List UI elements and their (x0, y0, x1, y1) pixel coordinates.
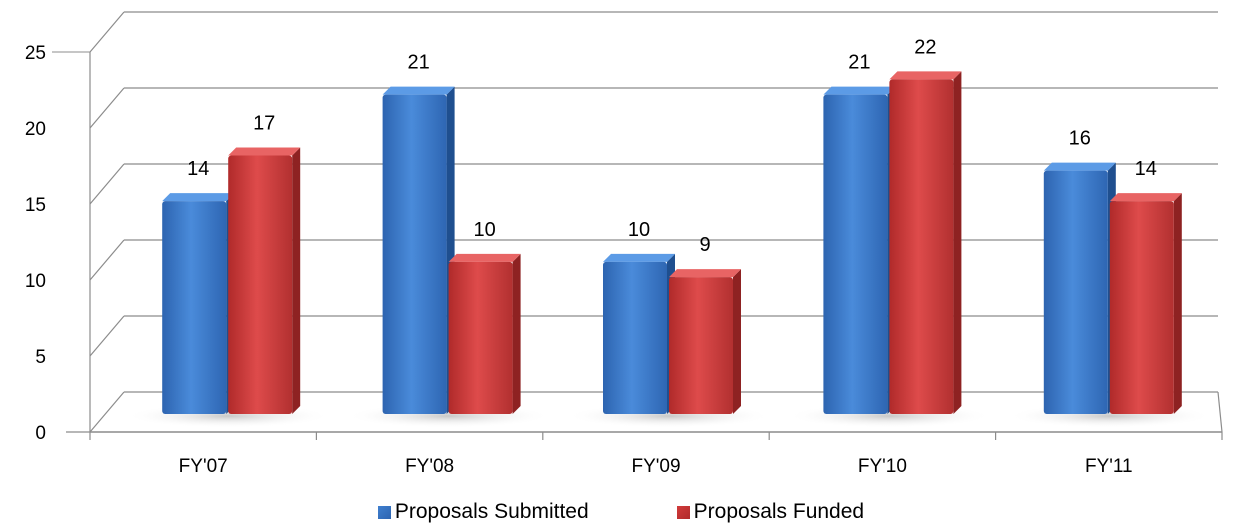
bar-side (953, 71, 962, 415)
legend-swatch-funded (676, 505, 690, 519)
legend: Proposals Submitted Proposals Funded (0, 500, 1242, 524)
bar-funded (889, 79, 954, 415)
x-tick-label: FY'07 (179, 456, 228, 477)
bar-side (512, 253, 521, 414)
data-label: 21 (848, 52, 870, 74)
bar-side (733, 269, 741, 414)
data-label: 14 (187, 158, 209, 180)
bar-submitted (823, 94, 888, 414)
gridline-side (89, 391, 125, 433)
bar-funded (448, 261, 513, 414)
bar-top (823, 86, 896, 95)
legend-label-submitted: Proposals Submitted (394, 500, 589, 523)
axes (52, 11, 1223, 440)
bar-top (382, 86, 455, 95)
gridline-side (89, 87, 125, 129)
y-tick-label: 0 (35, 423, 46, 444)
bar-side (1173, 193, 1182, 414)
bar-top (1043, 162, 1116, 171)
bar-submitted (603, 261, 667, 414)
gridline-side (89, 163, 125, 205)
data-label: 10 (628, 219, 650, 241)
data-label: 21 (407, 52, 429, 74)
y-tick-label: 5 (35, 347, 46, 368)
x-tick-label: FY'08 (405, 456, 454, 477)
bar-top (669, 269, 741, 278)
y-tick-label: 15 (25, 195, 46, 216)
x-tick-label: FY'09 (631, 456, 680, 477)
bars (126, 71, 1212, 428)
legend-label-funded: Proposals Funded (693, 500, 865, 523)
bar-funded (1109, 201, 1174, 414)
bar-funded (669, 277, 733, 414)
data-label: 17 (253, 112, 275, 134)
x-tick-label: FY'10 (858, 456, 907, 477)
bar-side (292, 147, 301, 414)
labels: 0 5 10 15 20 25 FY'07 FY'08 FY'09 FY'10 FY'11 14 17 2… (25, 36, 1157, 477)
gridline-side (89, 239, 125, 281)
bar-top (162, 193, 235, 202)
bar-top (603, 253, 675, 262)
gridline-side (89, 315, 125, 357)
y-tick-label: 20 (25, 119, 46, 140)
bar-funded (228, 155, 293, 414)
data-label: 14 (1135, 158, 1157, 180)
y-tick-label: 10 (25, 271, 46, 292)
data-label: 16 (1069, 128, 1091, 150)
data-label: 9 (699, 234, 710, 256)
floor-edge (1217, 391, 1223, 433)
bar-submitted (382, 94, 447, 414)
x-tick-label: FY'11 (1085, 456, 1133, 477)
data-label: 22 (914, 36, 936, 58)
bar-chart: 0 5 10 15 20 25 FY'07 FY'08 FY'09 FY'10 FY'11 14 17 2… (25, 11, 1223, 477)
gridline-side (89, 11, 125, 53)
bar-top (889, 71, 962, 80)
y-tick-label: 25 (25, 43, 46, 64)
legend-item-submitted: Proposals Submitted (377, 500, 589, 524)
data-label: 10 (473, 219, 495, 241)
legend-swatch-submitted (377, 505, 391, 519)
bar-top (448, 253, 521, 262)
bar-top (228, 147, 301, 156)
legend-item-funded: Proposals Funded (676, 500, 865, 524)
bar-submitted (162, 201, 227, 414)
bar-submitted (1043, 170, 1108, 414)
bar-top (1109, 193, 1182, 202)
